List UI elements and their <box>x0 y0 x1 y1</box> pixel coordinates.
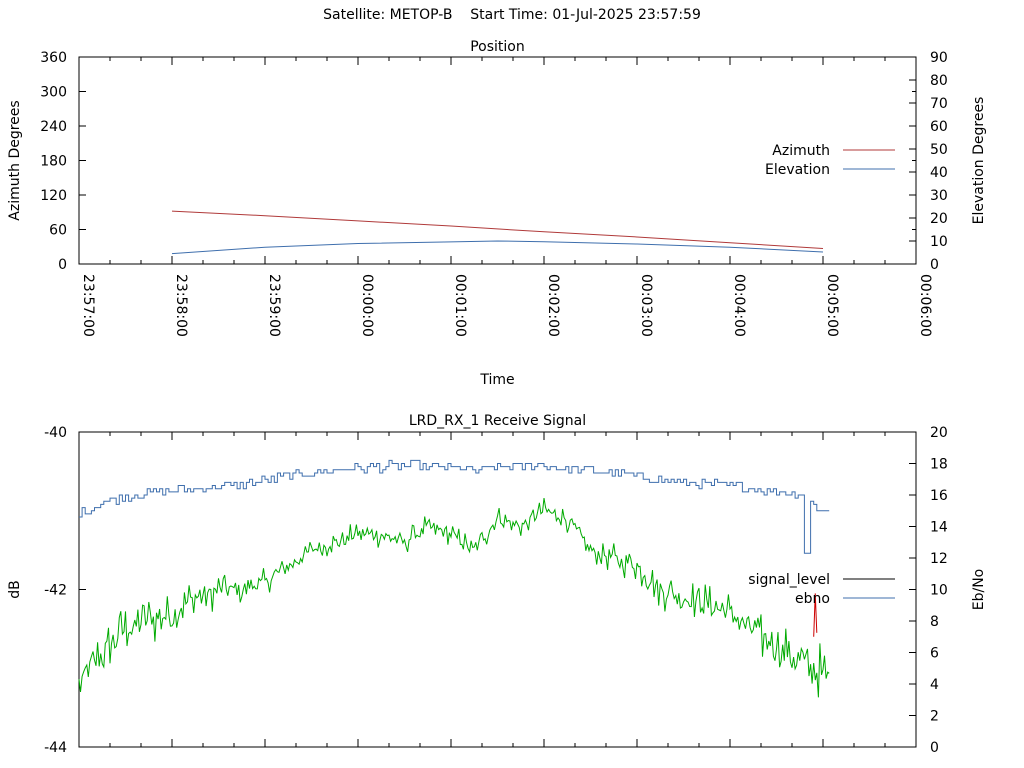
y-tick-label: 300 <box>40 85 67 101</box>
y-tick-label: -42 <box>44 583 67 599</box>
y2-axis-label: Elevation Degrees <box>971 97 987 225</box>
y2-tick-label: 10 <box>930 583 948 599</box>
x-tick-label: 00:05:00 <box>824 274 840 337</box>
x-tick-label: 00:06:00 <box>917 274 933 337</box>
y2-tick-label: 60 <box>930 119 948 135</box>
x-tick-label: 00:03:00 <box>638 274 654 337</box>
y2-tick-label: 10 <box>930 234 948 250</box>
x-tick-label: 23:57:00 <box>80 274 96 337</box>
y-tick-label: 0 <box>58 257 67 273</box>
x-tick-label: 00:04:00 <box>731 274 747 337</box>
series-line-ebno <box>79 459 830 554</box>
y-tick-label: 360 <box>40 50 67 66</box>
y-axis-label: Azimuth Degrees <box>7 100 23 220</box>
y2-tick-label: 20 <box>930 211 948 227</box>
x-tick-label: 00:01:00 <box>452 274 468 337</box>
y-tick-label: 240 <box>40 119 67 135</box>
legend-label: Azimuth <box>772 143 830 159</box>
y2-axis-label: Eb/No <box>971 569 987 611</box>
start-time-label: Start Time: 01-Jul-2025 23:57:59 <box>470 7 701 23</box>
legend-label: ebno <box>795 591 830 607</box>
y-tick-label: 60 <box>49 223 67 239</box>
y2-tick-label: 0 <box>930 257 939 273</box>
series-line-elevation <box>171 240 824 255</box>
y2-tick-label: 6 <box>930 646 939 662</box>
x-tick-label: 00:02:00 <box>545 274 561 337</box>
series-line-signal-level <box>78 498 830 698</box>
y-tick-label: -44 <box>44 740 67 756</box>
satellite-label: Satellite: METOP-B <box>323 7 453 23</box>
y2-tick-label: 30 <box>930 188 948 204</box>
x-axis-label: Time <box>479 372 514 388</box>
y2-tick-label: 8 <box>930 614 939 630</box>
x-tick-label: 23:59:00 <box>266 274 282 337</box>
y2-tick-label: 70 <box>930 96 948 112</box>
y2-tick-label: 90 <box>930 50 948 66</box>
y-tick-label: 120 <box>40 188 67 204</box>
y2-tick-label: 14 <box>930 520 948 536</box>
y2-tick-label: 18 <box>930 457 948 473</box>
y2-tick-label: 16 <box>930 488 948 504</box>
y2-tick-label: 80 <box>930 73 948 89</box>
chart-header: Satellite: METOP-B Start Time: 01-Jul-20… <box>0 7 1024 23</box>
y-axis-label: dB <box>7 580 23 599</box>
y2-tick-label: 40 <box>930 165 948 181</box>
series-line-signal-level-highlight <box>813 593 818 637</box>
series-line-azimuth <box>171 210 824 249</box>
y-tick-label: -40 <box>44 425 67 441</box>
y2-tick-label: 20 <box>930 425 948 441</box>
signal-chart-title: LRD_RX_1 Receive Signal <box>409 413 586 429</box>
y2-tick-label: 2 <box>930 709 939 725</box>
legend-label: Elevation <box>765 162 830 178</box>
x-tick-label: 23:58:00 <box>173 274 189 337</box>
y2-tick-label: 4 <box>930 677 939 693</box>
y-tick-label: 180 <box>40 154 67 170</box>
y2-tick-label: 12 <box>930 551 948 567</box>
legend-label: signal_level <box>748 572 830 588</box>
y2-tick-label: 50 <box>930 142 948 158</box>
position-chart-title: Position <box>470 39 525 55</box>
y2-tick-label: 0 <box>930 740 939 756</box>
plot-frame-position <box>78 56 917 265</box>
x-tick-label: 00:00:00 <box>359 274 375 337</box>
